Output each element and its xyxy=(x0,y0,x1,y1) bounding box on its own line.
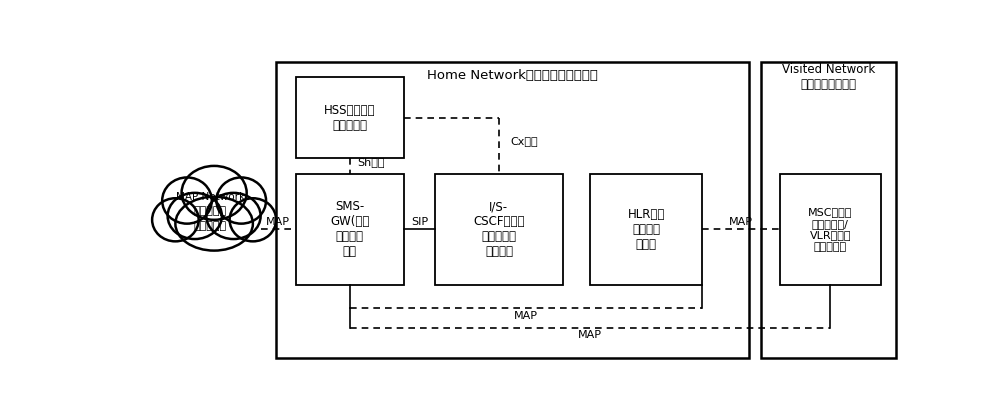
Bar xyxy=(780,173,881,285)
Bar xyxy=(761,62,896,358)
Text: MAP: MAP xyxy=(578,330,602,340)
Bar xyxy=(276,62,749,358)
Text: MAP: MAP xyxy=(266,217,290,227)
Ellipse shape xyxy=(168,193,222,239)
Text: Visited Network
（当前访问网络）: Visited Network （当前访问网络） xyxy=(782,63,875,92)
Text: Cx接口: Cx接口 xyxy=(511,136,538,146)
Text: MAP: MAP xyxy=(729,217,753,227)
Bar xyxy=(296,173,404,285)
Text: SIP: SIP xyxy=(411,217,428,227)
Ellipse shape xyxy=(182,166,247,220)
Ellipse shape xyxy=(162,177,212,223)
Text: Sh接口: Sh接口 xyxy=(358,157,385,167)
Text: MAP Network: MAP Network xyxy=(176,192,245,202)
Bar xyxy=(590,173,702,285)
Text: MSC（移动
交换中心）/
VLR（拜访
位置寄存器: MSC（移动 交换中心）/ VLR（拜访 位置寄存器 xyxy=(808,207,852,252)
Ellipse shape xyxy=(175,197,253,251)
Ellipse shape xyxy=(152,198,199,241)
Text: I/S-
CSCF（互通
呼叫会话控
制功能）: I/S- CSCF（互通 呼叫会话控 制功能） xyxy=(473,200,525,258)
Text: 部分网络）: 部分网络） xyxy=(194,221,227,231)
Text: HLR（归
属位置寄
存器）: HLR（归 属位置寄 存器） xyxy=(628,208,665,251)
Bar xyxy=(435,173,563,285)
Text: HSS（归属用
户服务器）: HSS（归属用 户服务器） xyxy=(324,104,376,132)
Text: Home Network（用户归属地网络）: Home Network（用户归属地网络） xyxy=(427,69,598,82)
Text: SMS-
GW(短消
息业务网
关）: SMS- GW(短消 息业务网 关） xyxy=(330,200,369,258)
Ellipse shape xyxy=(230,198,276,241)
Text: MAP: MAP xyxy=(514,311,538,321)
Ellipse shape xyxy=(206,193,261,239)
Text: （移动应用: （移动应用 xyxy=(194,205,227,215)
Bar xyxy=(296,77,404,158)
Ellipse shape xyxy=(216,177,266,223)
